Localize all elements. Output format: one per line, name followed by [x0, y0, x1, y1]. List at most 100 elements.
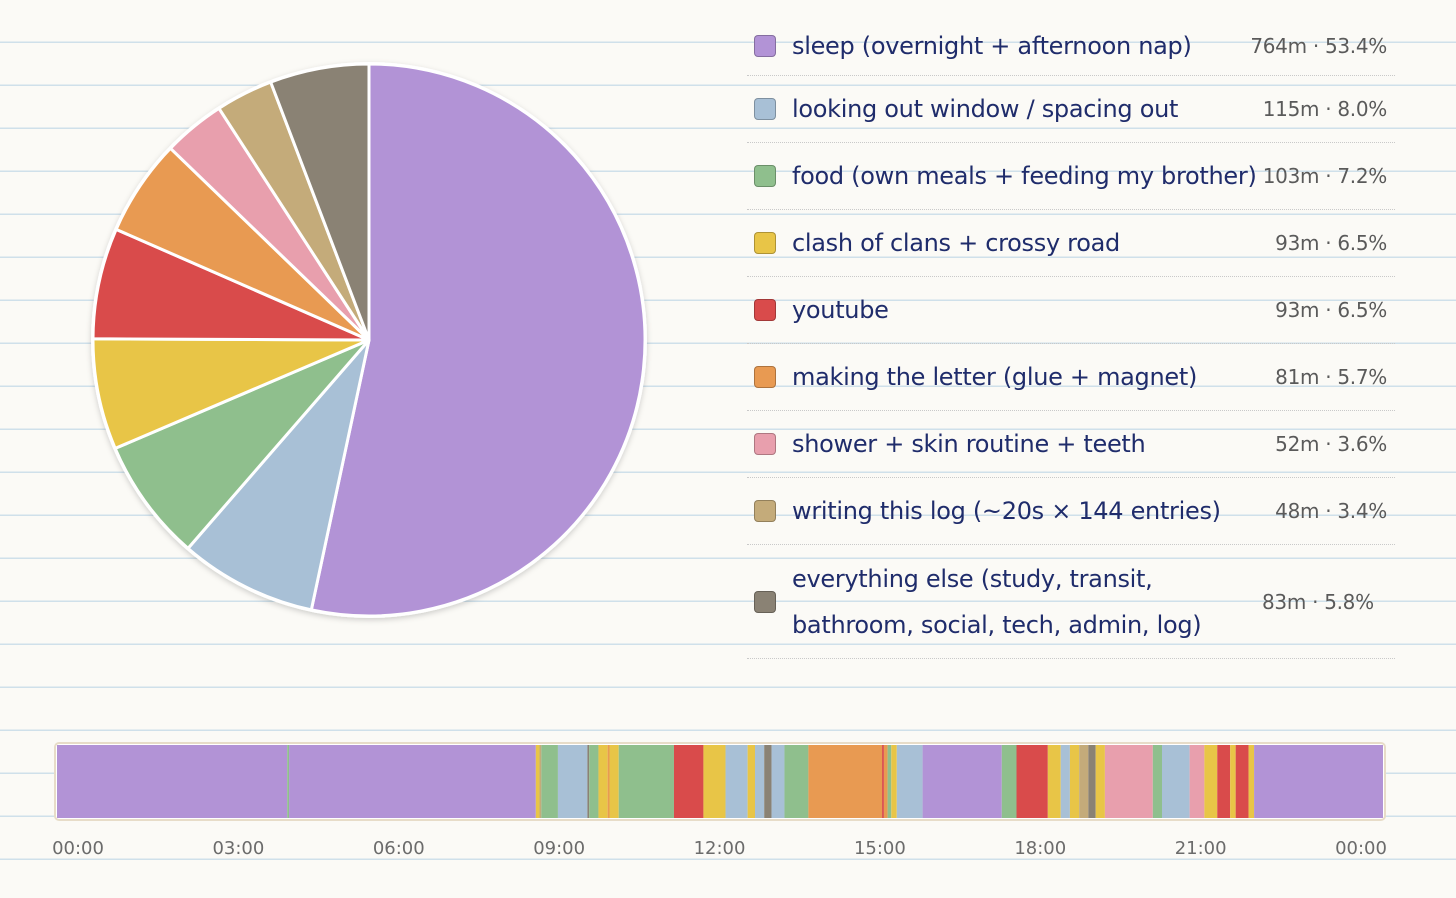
timeline-segment-clash-of-clans-crossy-road [891, 745, 897, 818]
legend-label: shower + skin routine + teeth [792, 430, 1146, 458]
legend-value: 83m · 5.8% [1262, 589, 1374, 614]
timeline-segment-sleep-overnight-afternoon-nap [289, 745, 536, 818]
legend-item-writing-this-log-20s-144-entries: writing this log (~20s × 144 entries) 48m… [747, 478, 1395, 545]
x-tick-label: 00:00 [52, 838, 104, 859]
x-tick-label: 09:00 [533, 838, 585, 859]
timeline-segment-youtube [1235, 745, 1249, 818]
pie-slice-youtube [91, 227, 371, 342]
timeline-segment-youtube [1016, 745, 1048, 818]
timeline-segment-food-own-meals-feeding-my-brother [784, 745, 809, 818]
legend-label: sleep (overnight + afternoon nap) [792, 31, 1192, 60]
legend-label: writing this log (~20s × 144 entries) [792, 497, 1221, 525]
timeline-segment-clash-of-clans-crossy-road [1047, 745, 1061, 818]
timeline-segment-everything-else-study-transit-bathroom-social-tech-admin-log [1088, 745, 1096, 818]
timeline-segment-shower-skin-routine-teeth [1189, 745, 1205, 818]
timeline-segment-youtube [1217, 745, 1231, 818]
legend-label: clash of clans + crossy road [792, 229, 1120, 257]
pie-slice-food-own-meals-feeding-my-brother [113, 338, 371, 550]
legend-item-food-own-meals-feeding-my-brother: food (own meals + feeding my brother) 103… [747, 143, 1395, 210]
pie-slice-looking-out-window-spacing-out [186, 338, 371, 612]
legend-swatch [754, 34, 776, 57]
timeline-segment-clash-of-clans-crossy-road [1230, 745, 1236, 818]
legend: sleep (overnight + afternoon nap) 764m · … [747, 16, 1395, 659]
timeline-segment-food-own-meals-feeding-my-brother [887, 745, 892, 818]
timeline-segment-youtube [673, 745, 704, 818]
timeline-segment-food-own-meals-feeding-my-brother [1152, 745, 1162, 818]
timeline-segment-clash-of-clans-crossy-road [609, 745, 619, 818]
timeline-segment-food-own-meals-feeding-my-brother [589, 745, 599, 818]
legend-swatch [754, 433, 776, 455]
timeline-segment-looking-out-window-spacing-out [754, 745, 765, 818]
legend-item-sleep-overnight-afternoon-nap: sleep (overnight + afternoon nap) 764m · … [747, 16, 1395, 76]
pie-slice-sleep-overnight-afternoon-nap [309, 62, 647, 618]
x-tick-label: 21:00 [1175, 838, 1227, 859]
legend-label: looking out window / spacing out [792, 95, 1179, 123]
legend-value: 93m · 6.5% [1275, 298, 1387, 322]
timeline-segment-looking-out-window-spacing-out [896, 745, 923, 818]
legend-item-youtube: youtube 93m · 6.5% [747, 277, 1395, 344]
timeline-segment-everything-else-study-transit-bathroom-social-tech-admin-log [587, 745, 590, 818]
timeline-segment-clash-of-clans-crossy-road [1204, 745, 1218, 818]
legend-item-shower-skin-routine-teeth: shower + skin routine + teeth 52m · 3.6% [747, 411, 1395, 478]
timeline-segment-looking-out-window-spacing-out [771, 745, 785, 818]
legend-swatch [754, 299, 776, 321]
legend-value: 93m · 6.5% [1275, 231, 1387, 255]
pie-chart [91, 62, 647, 618]
x-tick-label: 06:00 [373, 838, 425, 859]
timeline-segment-clash-of-clans-crossy-road [747, 745, 755, 818]
x-tick-label: 18:00 [1014, 838, 1066, 859]
timeline-segment-making-the-letter-glue-magnet [808, 745, 883, 818]
timeline-segment-making-the-letter-glue-magnet [883, 745, 888, 818]
day-timeline: 00:00 03:00 06:00 09:00 12:00 15:00 18:00 21:00… [52, 742, 1387, 859]
timeline-segment-sleep-overnight-afternoon-nap [1254, 745, 1383, 818]
legend-item-clash-of-clans-crossy-road: clash of clans + crossy road 93m · 6.5% [747, 210, 1395, 277]
legend-label: making the letter (glue + magnet) [792, 363, 1198, 391]
legend-item-looking-out-window-spacing-out: looking out window / spacing out 115m · 8… [747, 76, 1395, 143]
legend-swatch [754, 500, 776, 522]
timeline-segment-food-own-meals-feeding-my-brother [541, 745, 558, 818]
legend-label: everything else (study, transit, bathroo… [792, 564, 1202, 639]
legend-value: 103m · 7.2% [1262, 164, 1388, 188]
timeline-segment-shower-skin-routine-teeth [1104, 745, 1153, 818]
timeline-segment-looking-out-window-spacing-out [725, 745, 748, 818]
legend-swatch [754, 98, 776, 120]
timeline-segment-clash-of-clans-crossy-road [535, 745, 540, 818]
legend-value: 115m · 8.0% [1262, 97, 1388, 121]
timeline-segment-looking-out-window-spacing-out [1060, 745, 1070, 818]
legend-label: food (own meals + feeding my brother) [792, 162, 1257, 190]
legend-item-making-the-letter-glue-magnet: making the letter (glue + magnet) 81m · 5… [747, 344, 1395, 411]
timeline-segment-clash-of-clans-crossy-road [1095, 745, 1105, 818]
timeline-segment-clash-of-clans-crossy-road [703, 745, 726, 818]
legend-value: 52m · 3.6% [1275, 432, 1387, 456]
timeline-segment-making-the-letter-glue-magnet [607, 745, 610, 818]
timeline-segment-food-own-meals-feeding-my-brother [1001, 745, 1017, 818]
timeline-segment-food-own-meals-feeding-my-brother [287, 745, 290, 818]
x-tick-label: 15:00 [854, 838, 906, 859]
legend-item-everything-else-study-transit-bathroom-social-tech-admin-log: everything else (study, transit, bathroo… [747, 545, 1395, 659]
legend-value: 48m · 3.4% [1275, 499, 1387, 523]
timeline-segment-clash-of-clans-crossy-road [1248, 745, 1255, 818]
legend-swatch [754, 366, 776, 388]
x-tick-label: 12:00 [694, 838, 746, 859]
timeline-segment-food-own-meals-feeding-my-brother [618, 745, 674, 818]
timeline-segment-writing-this-log-20s-144-entries [539, 745, 542, 818]
legend-swatch [754, 590, 776, 613]
legend-swatch [754, 165, 776, 187]
timeline-segment-looking-out-window-spacing-out [1162, 745, 1190, 818]
timeline-segment-everything-else-study-transit-bathroom-social-tech-admin-log [764, 745, 772, 818]
timeline-segment-writing-this-log-20s-144-entries [1079, 745, 1089, 818]
timeline-segment-clash-of-clans-crossy-road [598, 745, 608, 818]
x-tick-label: 03:00 [212, 838, 264, 859]
legend-swatch [754, 232, 776, 254]
timeline-segment-looking-out-window-spacing-out [557, 745, 588, 818]
timeline-segment-sleep-overnight-afternoon-nap [922, 745, 1002, 818]
timeline-segment-sleep-overnight-afternoon-nap [57, 745, 288, 818]
legend-value: 764m · 53.4% [1250, 33, 1387, 58]
pie-slice-everything-else-study-transit-bathroom-social-tech-admin-log [269, 62, 371, 342]
x-tick-label: 00:00 [1335, 838, 1387, 859]
legend-label: youtube [792, 296, 889, 324]
timeline-segment-youtube [882, 745, 884, 818]
legend-value: 81m · 5.7% [1275, 365, 1387, 389]
timeline-segment-clash-of-clans-crossy-road [1069, 745, 1080, 818]
pie-slice-clash-of-clans-crossy-road [91, 337, 371, 450]
